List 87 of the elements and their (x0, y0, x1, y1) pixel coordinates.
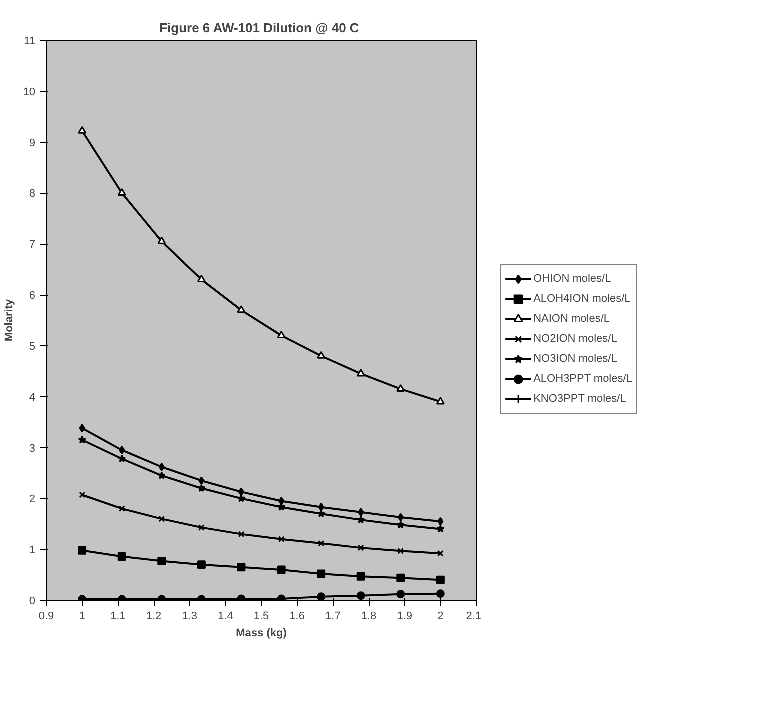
point (436, 576, 445, 584)
point (357, 516, 366, 524)
y-tick-label: 3 (29, 442, 36, 455)
point (118, 454, 126, 463)
legend-label: ALOH4ION moles/L (534, 293, 631, 305)
y-tick-label: 11 (24, 36, 36, 48)
chart-title: Figure 6 AW-101 Dilution @ 40 C (160, 20, 360, 36)
point (238, 531, 245, 538)
x-tick-label: 1.2 (146, 610, 162, 622)
point (78, 126, 87, 134)
legend-label: NAION moles/L (534, 313, 610, 325)
y-tick-label: 6 (29, 290, 36, 302)
x-tick-label: 1.8 (361, 610, 377, 622)
point (79, 492, 86, 498)
x-tick-label: 1.9 (397, 610, 412, 622)
point (396, 590, 406, 599)
point (277, 330, 286, 339)
point (396, 574, 406, 582)
point (436, 397, 445, 405)
legend-label: KNO3PPT moles/L (534, 393, 626, 405)
point (437, 550, 444, 557)
point (396, 384, 406, 392)
point (358, 508, 364, 517)
y-tick-label: 2 (29, 494, 36, 506)
point (119, 446, 126, 455)
point (358, 544, 364, 552)
point (438, 517, 444, 526)
y-tick-label: 4 (29, 392, 36, 404)
point (317, 592, 326, 600)
y-axis-title: Molarity (3, 298, 16, 342)
point (158, 236, 166, 244)
y-tick-label: 1 (29, 544, 36, 557)
x-tick-label: 1.4 (218, 610, 234, 622)
point (436, 524, 445, 533)
y-tick-label: 10 (23, 86, 36, 98)
point (277, 566, 286, 574)
point (158, 516, 166, 522)
point (198, 484, 206, 492)
point (436, 590, 445, 598)
point (356, 369, 366, 377)
point (237, 306, 246, 314)
legend-label: NO3ION moles/L (534, 353, 618, 365)
point (79, 424, 86, 433)
point (278, 496, 285, 506)
x-tick-label: 1.5 (254, 610, 270, 622)
x-tick-label: 1.6 (290, 610, 305, 622)
point (317, 570, 326, 578)
point (356, 592, 366, 600)
point (198, 524, 205, 531)
point (318, 503, 324, 512)
x-tick-label: 1 (79, 610, 86, 622)
y-tick-label: 9 (29, 137, 36, 150)
point (238, 488, 245, 496)
y-tick-label: 7 (29, 239, 36, 252)
x-tick-label: 1.7 (326, 610, 341, 622)
point (78, 436, 86, 444)
point (318, 540, 325, 547)
point (317, 351, 326, 359)
x-tick-label: 0.9 (38, 610, 54, 622)
point (118, 552, 126, 561)
point (356, 572, 366, 581)
x-tick-label: 2 (438, 610, 444, 622)
legend-label: OHION moles/L (534, 273, 612, 285)
point (398, 548, 404, 554)
point (158, 557, 166, 566)
point (158, 462, 165, 472)
point (398, 513, 404, 522)
x-axis-title: Mass (kg) (236, 628, 288, 640)
x-tick-label: 2.1 (466, 610, 482, 622)
point (317, 510, 326, 518)
x-tick-label: 1.3 (182, 610, 198, 622)
point (197, 274, 206, 283)
y-tick-label: 5 (29, 340, 36, 353)
point (158, 472, 166, 480)
point (118, 506, 126, 512)
point (78, 546, 87, 555)
y-tick-label: 8 (29, 188, 36, 200)
point (237, 563, 246, 572)
point (396, 520, 405, 529)
point (278, 536, 285, 543)
point (118, 188, 126, 196)
point (198, 476, 205, 486)
legend-label: NO2ION moles/L (534, 333, 618, 345)
y-tick-label: 0 (29, 596, 36, 608)
legend-label: ALOH3PPT moles/L (534, 373, 632, 385)
x-tick-label: 1.1 (110, 610, 126, 622)
point (197, 560, 206, 570)
